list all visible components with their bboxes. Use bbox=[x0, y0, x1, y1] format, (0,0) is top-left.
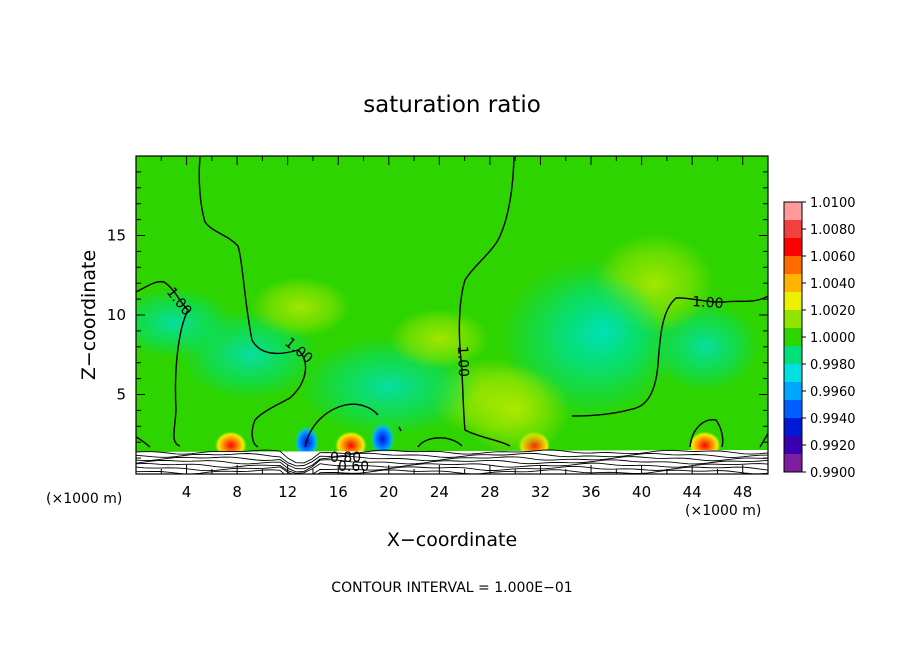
colorbar-swatch-5 bbox=[784, 292, 802, 311]
colorbar-level-10: 0.9900 bbox=[810, 466, 856, 481]
colorbar-swatch-3 bbox=[784, 256, 802, 275]
colorbar bbox=[783, 201, 806, 473]
terrain-contour-4 bbox=[136, 462, 768, 474]
x-tick-label: 48 bbox=[733, 483, 752, 501]
field-shading-6 bbox=[250, 277, 351, 338]
colorbar-swatch-10 bbox=[784, 382, 802, 401]
x-tick-label: 44 bbox=[683, 483, 702, 501]
x-axis-label: X−coordinate bbox=[387, 529, 517, 551]
colorbar-swatch-8 bbox=[784, 346, 802, 365]
contour-label-6: 0.60 bbox=[338, 459, 369, 475]
colorbar-swatch-7 bbox=[784, 328, 802, 347]
colorbar-level-5: 1.0000 bbox=[810, 331, 856, 346]
colorbar-swatch-2 bbox=[784, 238, 802, 257]
contour-lines bbox=[136, 156, 768, 448]
x-tick-label: 40 bbox=[632, 483, 651, 501]
colorbar-swatch-14 bbox=[784, 454, 802, 473]
terrain-contour-5 bbox=[136, 465, 768, 474]
x-tick-label: 4 bbox=[182, 483, 192, 501]
x-tick-labels: 4 8 12 16 20 24 28 32 36 40 44 48 bbox=[182, 483, 752, 501]
field-shading-7 bbox=[389, 308, 490, 369]
terrain-contour-1 bbox=[136, 452, 768, 467]
contour-interval-note: CONTOUR INTERVAL = 1.000E−01 bbox=[331, 580, 572, 596]
terrain-contour-2 bbox=[136, 456, 768, 470]
terrain-contour-0 bbox=[136, 449, 768, 464]
y-tick-label: 10 bbox=[107, 306, 126, 324]
colorbar-level-7: 0.9960 bbox=[810, 385, 856, 400]
y-tick-label: 5 bbox=[116, 386, 126, 404]
colorbar-swatch-9 bbox=[784, 364, 802, 383]
field-extremum-4 bbox=[370, 423, 395, 456]
x-unit-right: (×1000 m) bbox=[685, 503, 761, 519]
colorbar-level-1: 1.0080 bbox=[810, 223, 856, 238]
y-tick-label: 15 bbox=[107, 227, 126, 245]
colorbar-swatch-11 bbox=[784, 400, 802, 419]
colorbar-level-3: 1.0040 bbox=[810, 277, 856, 292]
colorbar-swatch-13 bbox=[784, 436, 802, 455]
terrain-band bbox=[136, 449, 768, 474]
colorbar-labels: 1.0100 1.0080 1.0060 1.0040 1.0020 1.0000 0.99… bbox=[810, 196, 856, 481]
x-tick-label: 20 bbox=[379, 483, 398, 501]
x-tick-label: 28 bbox=[480, 483, 499, 501]
colorbar-swatch-4 bbox=[784, 274, 802, 293]
terrain-contour-3 bbox=[136, 459, 768, 473]
field-extremum-6 bbox=[460, 365, 571, 456]
colorbar-swatch-12 bbox=[784, 418, 802, 437]
colorbar-swatch-0 bbox=[784, 202, 802, 221]
chart-title: saturation ratio bbox=[363, 92, 541, 118]
field-extremum-7 bbox=[543, 275, 664, 386]
colorbar-level-0: 1.0100 bbox=[810, 196, 856, 211]
x-tick-label: 16 bbox=[329, 483, 348, 501]
colorbar-swatch-6 bbox=[784, 310, 802, 329]
x-tick-label: 12 bbox=[278, 483, 297, 501]
plot-area bbox=[136, 156, 768, 474]
colorbar-level-9: 0.9920 bbox=[810, 439, 856, 454]
contour-label-3: 1.00 bbox=[454, 346, 471, 378]
contour-label-4: 1.00 bbox=[692, 294, 724, 312]
x-tick-label: 32 bbox=[531, 483, 550, 501]
colorbar-level-6: 0.9980 bbox=[810, 358, 856, 373]
x-tick-label: 8 bbox=[232, 483, 242, 501]
colorbar-level-2: 1.0060 bbox=[810, 250, 856, 265]
axis-ticks bbox=[136, 156, 768, 474]
colorbar-level-8: 0.9940 bbox=[810, 412, 856, 427]
x-tick-label: 36 bbox=[581, 483, 600, 501]
field-shading-5 bbox=[136, 287, 234, 358]
colorbar-level-4: 1.0020 bbox=[810, 304, 856, 319]
contour-label-5: 0.80 bbox=[330, 450, 361, 466]
x-tick-label: 24 bbox=[430, 483, 449, 501]
y-tick-labels: 5 10 15 bbox=[107, 227, 126, 404]
colorbar-swatch-1 bbox=[784, 220, 802, 239]
y-axis-label: Z−coordinate bbox=[78, 250, 100, 380]
x-unit-left: (×1000 m) bbox=[46, 491, 122, 507]
terrain-contour-6 bbox=[136, 469, 768, 474]
